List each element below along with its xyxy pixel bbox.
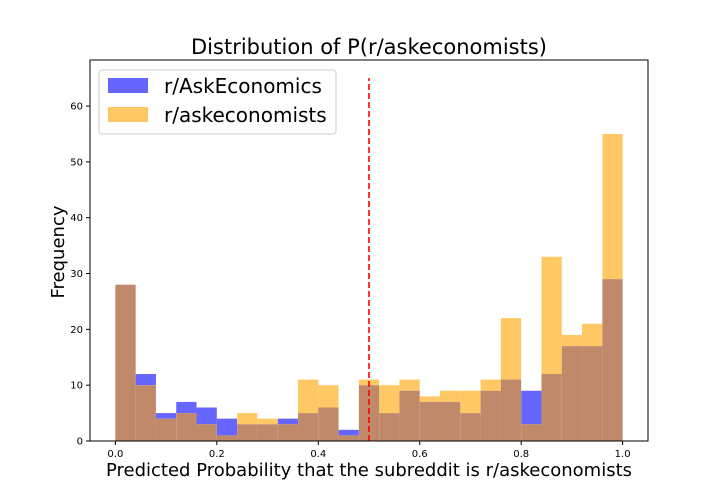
legend-label-askeconomists: r/askeconomists: [164, 103, 327, 127]
bar-r-askeconomics-3: [176, 401, 197, 414]
bar-overlap-19: [500, 379, 522, 441]
series-askeconomists-bars: [237, 133, 623, 425]
bar-r-askeconomics-4: [196, 407, 217, 425]
bar-overlap-4: [196, 424, 217, 441]
bar-r-askeconomists-16: [440, 390, 461, 402]
bar-r-askeconomists-23: [582, 323, 603, 347]
legend-label-askeconomics: r/AskEconomics: [164, 74, 322, 98]
bar-r-askeconomists-24: [602, 133, 623, 280]
bar-overlap-7: [257, 424, 278, 441]
bar-r-askeconomics-2: [155, 413, 177, 419]
bar-overlap-5: [216, 435, 238, 441]
bar-overlap-1: [135, 385, 156, 441]
bar-overlap-18: [480, 390, 501, 441]
x-axis-ticks: 0.0 0.2 0.4 0.6 0.8 1.0: [107, 441, 631, 460]
bar-overlap-9: [297, 413, 319, 441]
y-axis-ticks: 0 10 20 30 40 50 60: [70, 102, 90, 448]
bar-r-askeconomics-11: [338, 429, 359, 436]
bar-overlap-14: [399, 390, 420, 441]
bar-overlap-17: [460, 413, 481, 441]
bar-overlap-23: [582, 346, 603, 441]
bar-r-askeconomics-1: [135, 374, 156, 386]
y-axis-label: Frequency: [48, 205, 69, 298]
bar-r-askeconomists-17: [460, 390, 481, 414]
y-tick-label-0: 0: [77, 437, 83, 448]
x-tick-label-3: 0.6: [412, 449, 428, 460]
bar-overlap-10: [318, 407, 339, 441]
legend-swatch-askeconomists: [108, 107, 148, 122]
bar-overlap-0: [115, 284, 136, 441]
y-tick-label-3: 30: [70, 269, 83, 280]
bar-overlap-20: [521, 424, 542, 441]
bar-overlap-15: [419, 401, 441, 441]
bar-r-askeconomists-7: [257, 418, 278, 425]
legend-swatch-askeconomics: [108, 78, 148, 93]
bar-r-askeconomists-14: [399, 379, 420, 391]
x-tick-label-2: 0.4: [310, 449, 326, 460]
overlap-bars: [115, 279, 623, 441]
bar-r-askeconomists-18: [480, 379, 501, 391]
series-askeconomics-bars: [135, 374, 542, 436]
y-tick-label-1: 10: [70, 381, 83, 392]
bar-overlap-13: [379, 413, 400, 441]
bar-r-askeconomists-6: [237, 413, 258, 425]
x-axis-label: Predicted Probability that the subreddit…: [106, 460, 632, 481]
bar-r-askeconomists-15: [419, 396, 441, 402]
axes-frame: [89, 59, 649, 442]
bar-overlap-24: [602, 279, 623, 441]
bar-r-askeconomists-21: [541, 256, 562, 375]
bar-overlap-3: [176, 413, 197, 441]
bar-r-askeconomists-13: [379, 385, 400, 414]
bar-overlap-2: [155, 418, 177, 441]
y-tick-label-6: 60: [70, 102, 83, 113]
y-tick-label-4: 40: [70, 213, 83, 224]
bar-r-askeconomists-22: [561, 334, 583, 347]
legend: r/AskEconomics r/askeconomists: [98, 69, 337, 135]
x-tick-label-5: 1.0: [615, 449, 631, 460]
bar-overlap-6: [237, 424, 258, 441]
bar-overlap-16: [440, 401, 461, 441]
bar-overlap-8: [277, 424, 298, 441]
bar-r-askeconomists-9: [297, 379, 319, 414]
x-tick-label-0: 0.0: [107, 449, 123, 460]
bar-r-askeconomics-5: [216, 418, 238, 436]
y-tick-label-5: 50: [70, 157, 83, 168]
bar-overlap-11: [338, 435, 359, 441]
x-tick-label-1: 0.2: [209, 449, 225, 460]
bar-r-askeconomics-8: [277, 418, 298, 425]
bar-r-askeconomists-19: [500, 318, 522, 380]
bar-r-askeconomics-20: [521, 390, 542, 425]
legend-frame: [98, 69, 337, 135]
bar-overlap-22: [561, 346, 583, 441]
y-tick-label-2: 20: [70, 325, 83, 336]
x-tick-label-4: 0.8: [513, 449, 529, 460]
bar-overlap-21: [541, 374, 562, 441]
chart-title: Distribution of P(r/askeconomists): [191, 35, 547, 59]
bar-r-askeconomists-10: [318, 385, 339, 408]
